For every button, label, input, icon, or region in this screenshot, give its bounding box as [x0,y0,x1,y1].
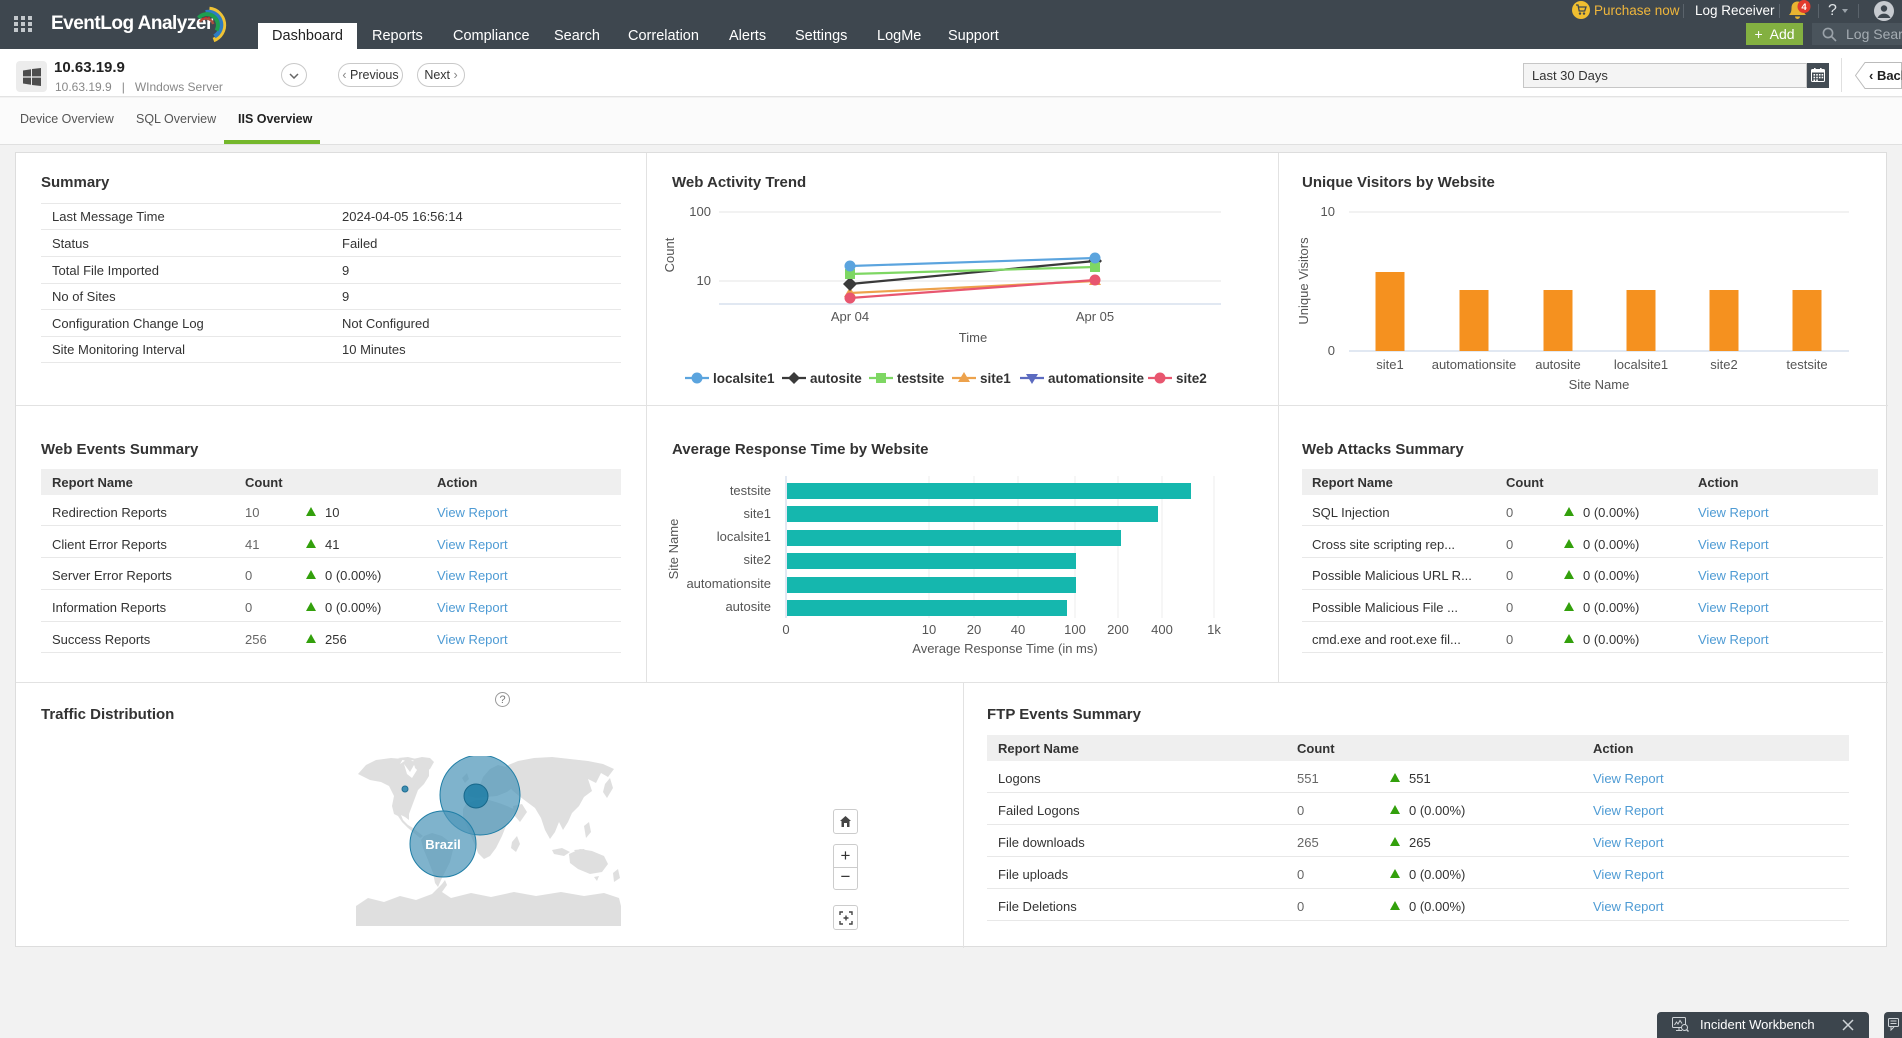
svg-text:automationsite: automationsite [1432,357,1517,372]
svg-text:Apr 05: Apr 05 [1076,309,1114,324]
svg-text:site1: site1 [1376,357,1403,372]
svg-text:site2: site2 [1176,371,1207,386]
svg-text:site1: site1 [980,371,1011,386]
svg-text:site1: site1 [744,506,771,521]
svg-text:Apr 04: Apr 04 [831,309,869,324]
svg-text:autosite: autosite [725,599,771,614]
svg-text:Site Name: Site Name [1569,377,1630,392]
svg-text:autosite: autosite [1535,357,1581,372]
svg-text:Site Name: Site Name [666,519,681,580]
svg-text:Count: Count [662,237,677,272]
svg-text:100: 100 [689,204,711,219]
svg-text:Unique Visitors: Unique Visitors [1296,237,1311,325]
svg-text:testsite: testsite [730,483,771,498]
svg-text:automationsite: automationsite [686,576,771,591]
svg-text:10: 10 [922,622,936,637]
svg-text:40: 40 [1011,622,1025,637]
svg-text:Time: Time [959,330,987,345]
svg-text:0: 0 [1328,343,1335,358]
svg-text:Brazil: Brazil [425,837,460,852]
svg-text:testsite: testsite [1786,357,1827,372]
svg-text:localsite1: localsite1 [717,529,771,544]
svg-text:‹ Back: ‹ Back [1869,68,1902,83]
svg-text:100: 100 [1064,622,1086,637]
svg-text:localsite1: localsite1 [1614,357,1668,372]
svg-text:site2: site2 [1710,357,1737,372]
svg-text:400: 400 [1151,622,1173,637]
svg-text:20: 20 [967,622,981,637]
svg-text:10: 10 [697,273,711,288]
svg-text:10: 10 [1321,204,1335,219]
svg-text:testsite: testsite [897,371,945,386]
svg-text:0: 0 [782,622,789,637]
svg-text:200: 200 [1107,622,1129,637]
svg-text:1k: 1k [1207,622,1221,637]
svg-text:localsite1: localsite1 [713,371,775,386]
svg-text:site2: site2 [744,552,771,567]
svg-text:4: 4 [1801,2,1807,13]
svg-text:Average Response Time (in ms): Average Response Time (in ms) [912,641,1097,656]
svg-text:automationsite: automationsite [1048,371,1145,386]
svg-text:autosite: autosite [810,371,862,386]
